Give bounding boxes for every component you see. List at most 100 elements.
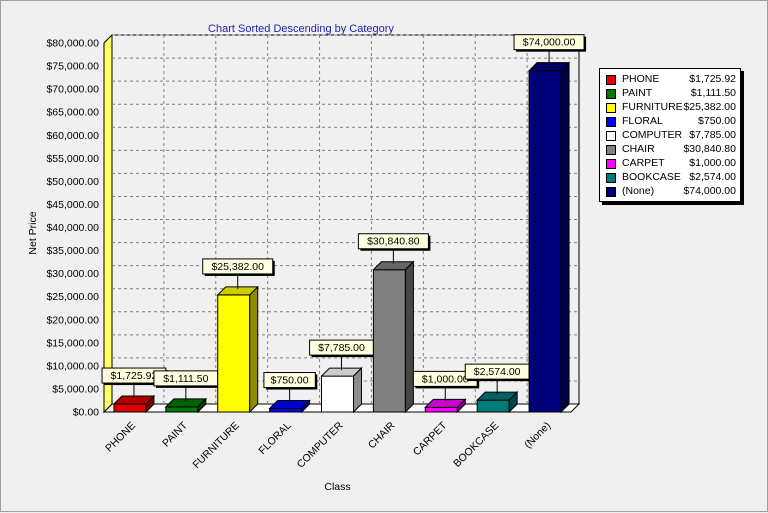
legend-item: FURNITURE $25,382.00 bbox=[604, 101, 738, 115]
legend-item: FLORAL $750.00 bbox=[604, 115, 738, 129]
data-label: $2,574.00 bbox=[474, 366, 521, 378]
legend-item-name: PAINT bbox=[622, 87, 653, 99]
y-tick-label: $25,000.00 bbox=[46, 291, 99, 303]
legend-swatch bbox=[606, 75, 616, 85]
y-tick-label: $45,000.00 bbox=[46, 199, 99, 211]
bar bbox=[269, 408, 303, 413]
legend-item: COMPUTER $7,785.00 bbox=[604, 129, 738, 143]
legend-swatch bbox=[606, 103, 616, 113]
legend-item-value: $750.00 bbox=[698, 115, 736, 127]
data-label: $74,000.00 bbox=[523, 37, 576, 49]
y-tick-label: $10,000.00 bbox=[46, 360, 99, 372]
legend-item-name: PHONE bbox=[622, 73, 660, 85]
category-label: CARPET bbox=[411, 419, 450, 458]
legend-swatch bbox=[606, 89, 616, 99]
legend-swatch bbox=[606, 145, 616, 155]
y-tick-label: $35,000.00 bbox=[46, 245, 99, 257]
legend-item-name: (None) bbox=[622, 185, 655, 197]
legend-item-value: $1,725.92 bbox=[689, 73, 736, 85]
bar-side bbox=[508, 390, 518, 414]
legend-item: (None) $74,000.00 bbox=[604, 185, 738, 199]
data-label-box bbox=[357, 233, 429, 250]
category-label: PHONE bbox=[103, 420, 138, 455]
bar-side bbox=[404, 260, 414, 414]
legend-swatch bbox=[606, 173, 616, 183]
legend-item-value: $30,840.80 bbox=[683, 143, 736, 155]
legend-item-name: BOOKCASE bbox=[622, 171, 681, 183]
y-tick-label: $55,000.00 bbox=[46, 153, 99, 165]
bar bbox=[217, 294, 251, 413]
data-label: $1,111.50 bbox=[163, 373, 208, 385]
category-label: FURNITURE bbox=[190, 420, 241, 471]
legend-item-name: FLORAL bbox=[622, 115, 663, 127]
bar bbox=[528, 70, 562, 413]
y-tick-label: $40,000.00 bbox=[46, 222, 99, 234]
data-label: $750.00 bbox=[271, 375, 309, 387]
legend-item-value: $2,574.00 bbox=[689, 171, 736, 183]
bar bbox=[321, 375, 354, 413]
bar bbox=[424, 406, 458, 413]
data-label: $1,000.00 bbox=[422, 373, 469, 385]
data-label-box bbox=[202, 258, 274, 275]
category-label: COMPUTER bbox=[295, 419, 346, 470]
bar-side bbox=[249, 285, 259, 414]
legend-item-value: $7,785.00 bbox=[689, 129, 736, 141]
y-tick-label: $20,000.00 bbox=[46, 314, 99, 326]
bar-side bbox=[301, 399, 311, 414]
legend-item-name: CARPET bbox=[622, 157, 665, 169]
category-label: BOOKCASE bbox=[451, 420, 501, 470]
y-axis-title: Net Price bbox=[27, 211, 39, 254]
legend-item-value: $74,000.00 bbox=[683, 185, 736, 197]
chart-title: Chart Sorted Descending by Category bbox=[208, 23, 394, 35]
category-label: CHAIR bbox=[366, 419, 398, 451]
legend-item-name: CHAIR bbox=[622, 143, 655, 155]
y-tick-label: $60,000.00 bbox=[46, 130, 99, 142]
y-tick-label: $15,000.00 bbox=[46, 337, 99, 349]
category-label: FLORAL bbox=[256, 420, 293, 457]
bar-side bbox=[353, 366, 362, 414]
data-label-box bbox=[513, 34, 585, 51]
bar bbox=[372, 269, 406, 413]
bar-side bbox=[145, 394, 155, 414]
chart-legend: PHONE $1,725.92 PAINT $1,111.50 FURNITURE $25… bbox=[599, 68, 741, 202]
legend-item: PAINT $1,111.50 bbox=[604, 87, 738, 101]
data-label: $1,725.92 bbox=[111, 370, 158, 382]
bar-side bbox=[197, 397, 207, 414]
bar bbox=[165, 406, 199, 413]
data-label: $7,785.00 bbox=[318, 342, 365, 354]
legend-item: PHONE $1,725.92 bbox=[604, 73, 738, 87]
y-tick-label: $0.00 bbox=[73, 407, 99, 419]
legend-swatch bbox=[606, 159, 616, 169]
legend-item: BOOKCASE $2,574.00 bbox=[604, 171, 738, 185]
y-tick-label: $5,000.00 bbox=[52, 383, 99, 395]
legend-item-value: $1,111.50 bbox=[690, 87, 736, 99]
bar bbox=[113, 403, 147, 413]
legend-item-name: FURNITURE bbox=[622, 101, 683, 113]
legend-item-value: $1,000.00 bbox=[689, 157, 736, 169]
legend-swatch bbox=[606, 117, 616, 127]
legend-item: CHAIR $30,840.80 bbox=[604, 143, 738, 157]
y-tick-label: $75,000.00 bbox=[46, 61, 99, 73]
data-label: $30,840.80 bbox=[367, 236, 420, 248]
y-tick-label: $30,000.00 bbox=[46, 268, 99, 280]
y-tick-label: $70,000.00 bbox=[46, 84, 99, 96]
legend-item-name: COMPUTER bbox=[622, 129, 683, 141]
bar-side bbox=[560, 61, 570, 414]
legend-item: CARPET $1,000.00 bbox=[604, 157, 738, 171]
y-tick-label: $65,000.00 bbox=[46, 107, 99, 119]
y-tick-label: $80,000.00 bbox=[46, 38, 99, 50]
bar bbox=[476, 399, 510, 413]
data-label-box bbox=[263, 372, 316, 389]
data-label: $25,382.00 bbox=[211, 261, 264, 273]
category-label: PAINT bbox=[160, 419, 190, 449]
category-label: (None) bbox=[522, 420, 553, 451]
legend-swatch bbox=[606, 131, 616, 141]
legend-swatch bbox=[606, 187, 616, 197]
plot-side-wall bbox=[103, 33, 113, 414]
bar-side bbox=[456, 398, 466, 414]
y-tick-label: $50,000.00 bbox=[46, 176, 99, 188]
legend-item-value: $25,382.00 bbox=[683, 101, 736, 113]
x-axis-title: Class bbox=[324, 481, 350, 493]
